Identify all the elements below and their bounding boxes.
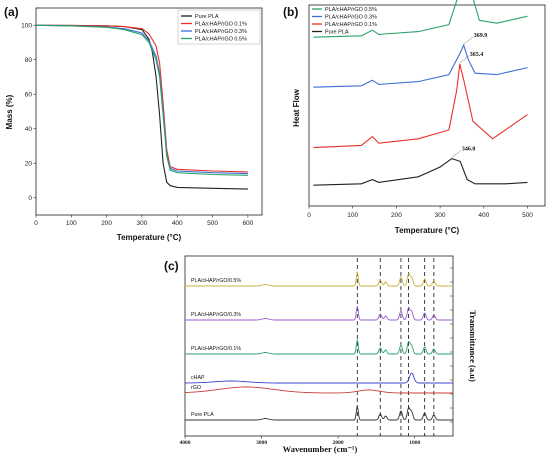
x-tick-label: 500	[522, 212, 533, 219]
panel-b-xlabel: Temperature (°C)	[395, 226, 460, 235]
panel-a-label: (a)	[4, 5, 19, 19]
x-tick-label: 300	[137, 220, 148, 227]
panel-c-label: (c)	[164, 259, 179, 273]
panel-b-frame	[308, 4, 546, 207]
series-line-pla-chap-rgo-0-5-	[313, 0, 528, 38]
legend-label: PLA/cHAP/rGO 0.1%	[325, 22, 377, 28]
series-line-pla-chap-rgo-0-1-	[313, 63, 528, 149]
series-line-chap	[185, 372, 453, 384]
y-tick-label: 60	[25, 91, 33, 98]
x-tick-label: 200	[101, 220, 112, 227]
legend-label: PLA/cHAP/rGO 0.5%	[195, 37, 247, 43]
y-tick-label: 100	[21, 22, 32, 29]
x-tick-label: 400	[478, 212, 489, 219]
panel-c-ylabel: Transmittance (a.u)	[468, 310, 478, 382]
series-line-pure-pla	[35, 24, 248, 190]
series-line-pla-chap-rgo-0-1-	[35, 24, 248, 173]
x-tick-label: 200	[391, 212, 402, 219]
peak-leader-line	[459, 55, 469, 64]
series-line-pla-chap-rgo-0-3-	[185, 305, 453, 321]
legend-label: Pure PLA	[325, 30, 349, 36]
series-line-pla-chap-rgo-0-3-	[313, 43, 528, 88]
x-tick-label: 500	[207, 220, 218, 227]
series-line-pure-pla	[313, 157, 528, 186]
series-line-pure-pla	[185, 405, 453, 421]
peak-annotation: 346.0	[462, 147, 476, 153]
series-line-pla-chap-rgo-0-5-	[185, 271, 453, 287]
peak-leader-line	[463, 37, 473, 45]
series-label: PLA/cHAP/rGO/0.3%	[191, 312, 241, 318]
x-tick-label: 0	[307, 212, 311, 219]
series-line-pla-chap-rgo-0-5-	[35, 24, 248, 176]
y-tick-label: 80	[25, 57, 33, 64]
series-label: PLA/cHAP/rGO/0.1%	[191, 346, 241, 352]
series-line-pla-chap-rgo-0-1-	[185, 339, 453, 355]
panel-c-frame	[184, 255, 454, 437]
y-tick-label: 40	[25, 126, 33, 133]
panel-b-ylabel: Heat Flow	[292, 88, 301, 127]
series-label: rGO	[191, 385, 201, 391]
x-tick-label: 100	[66, 220, 77, 227]
x-tick-label: 2000	[333, 440, 344, 446]
x-tick-label: 0	[34, 220, 38, 227]
x-tick-label: 300	[435, 212, 446, 219]
panel-a-frame	[35, 7, 263, 216]
legend-label: Pure PLA	[195, 14, 219, 20]
x-tick-label: 4000	[180, 440, 191, 446]
y-tick-label: 20	[25, 160, 33, 167]
x-tick-label: 600	[242, 220, 253, 227]
peak-leader-line	[451, 150, 462, 158]
x-tick-label: 100	[347, 212, 358, 219]
series-label: PLA/cHAP/rGO/0.5%	[191, 278, 241, 284]
peak-annotation: 365.4	[470, 52, 484, 58]
legend-label: PLA/cHAP/rGO 0.3%	[325, 15, 377, 21]
peak-annotation: 369.9	[474, 33, 488, 39]
legend-label: PLA/cHAP/rGO 0.5%	[325, 7, 377, 13]
series-label: cHAP	[191, 375, 205, 381]
panel-c-xlabel: Wavenumber (cm⁻¹)	[283, 444, 358, 454]
legend-label: PLA/cHAP/rGO 0.1%	[195, 22, 247, 28]
series-line-rgo	[185, 386, 453, 394]
y-tick-label: 0	[28, 195, 32, 202]
x-tick-label: 1000	[409, 440, 420, 446]
panel-c: (c) PLA/cHAP/rGO/0.5% PLA/cHAP/rGO/0.3% PL…	[164, 255, 478, 454]
panel-a: (a) 0 100 200 300 400 500 600 0 20 40 60 80 100 Pure…	[4, 5, 263, 242]
panel-a-ylabel: Mass (%)	[5, 94, 14, 129]
series-label: Pure PLA	[191, 412, 214, 418]
x-tick-label: 3000	[256, 440, 267, 446]
x-tick-label: 400	[172, 220, 183, 227]
legend-label: PLA/cHAP/rGO 0.3%	[195, 29, 247, 35]
series-line-pla-chap-rgo-0-3-	[35, 24, 248, 175]
panel-b-label: (b)	[283, 5, 298, 19]
panel-a-xlabel: Temperature (°C)	[117, 233, 182, 242]
